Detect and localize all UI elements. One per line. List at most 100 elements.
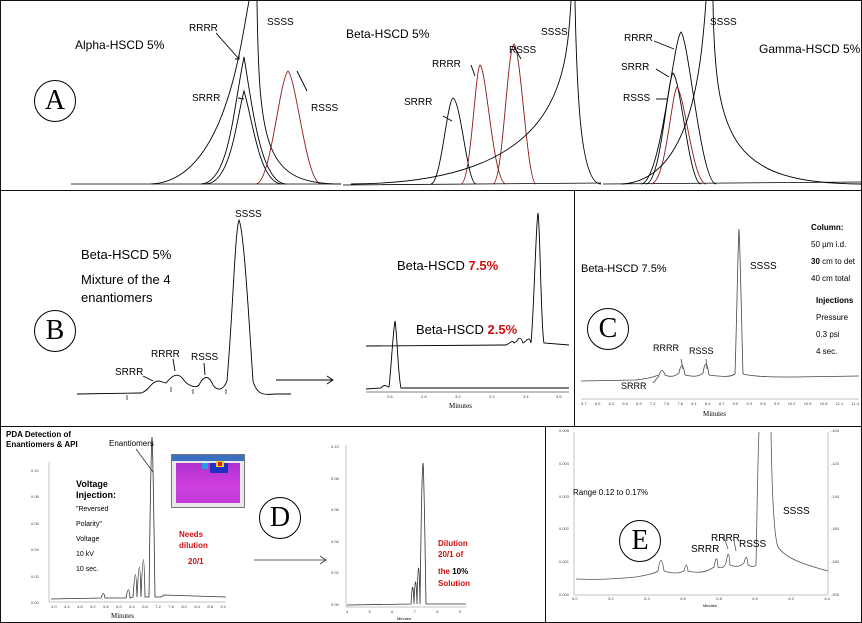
e-x-tick: 6.4 (824, 596, 830, 601)
gamma-ssss-trace (620, 1, 861, 185)
d-needs-line3: 20/1 (188, 557, 204, 566)
d-right-y-tick: 0.08 (331, 475, 339, 481)
panel-d-traces (48, 436, 466, 608)
d-reversed-line1: "Reversed (76, 506, 109, 513)
panel-c-letter: C (587, 308, 629, 350)
b-x-axis-label: Minutes (449, 402, 472, 410)
e-x-tick: 6.0 (752, 596, 758, 601)
e-left-y-tick: 0.004 (559, 460, 570, 466)
d-right-y-tick: 0.10 (331, 444, 339, 449)
beta5-title: Beta-HSCD 5% (81, 247, 172, 262)
beta-ssss-label: SSSS (541, 27, 568, 38)
inset-bottom-title: Beta-HSCD 2.5% (416, 322, 518, 337)
gamma-title: Gamma-HSCD 5% (759, 42, 861, 56)
d-left-x-tick: 4.0 (51, 604, 57, 609)
d-right-y-tick: 0.04 (331, 538, 339, 544)
panel-a: Alpha-HSCD 5% Beta-HSCD 5% Gamma-HSCD 5%… (0, 0, 862, 191)
pda-spectrum-image (171, 454, 245, 508)
c-x-tick: 5.7 (581, 401, 587, 406)
d-left-y-tick: 0.02 (31, 573, 39, 579)
b-x-tick: 3.4 (523, 394, 529, 399)
d-dilution-line2: 20/1 of (438, 550, 464, 559)
d-left-x-tick: 6.4 (129, 604, 135, 609)
c-x-ticks: 5.7 6.0 6.3 6.6 6.9 7.2 7.5 7.8 8.1 8.4 8.7 9.0 9.3 9… (581, 402, 859, 408)
panel-e-letter: E (619, 520, 661, 562)
c-column-line3: 40 cm total (811, 274, 851, 283)
alpha-title: Alpha-HSCD 5% (75, 38, 165, 52)
e-x-tick: 5.2 (608, 596, 614, 601)
d-left-trace (50, 436, 227, 600)
c-x-tick: 9.6 (760, 401, 766, 406)
e-range-text: Range 0.12 to 0.17% (573, 488, 649, 497)
d-needs-line1: Needs (179, 530, 204, 539)
d-left-y-tick: 0.04 (31, 547, 39, 553)
e-ssss-label: SSSS (783, 506, 810, 517)
d-right-x-axis-label: Minutes (397, 616, 412, 621)
beta5-rrrr-label: RRRR (151, 349, 180, 360)
d-left-x-tick: 8.0 (181, 604, 187, 609)
d-dilution-line4: Solution (438, 579, 470, 588)
panel-b: Beta-HSCD 5% Mixture of the 4 enantiomer… (0, 190, 575, 427)
c-x-tick: 9.0 (732, 401, 739, 406)
e-right-y-tick: -180 (831, 559, 840, 565)
c-injections-line1: Pressure (816, 313, 849, 322)
alpha-rrrr-trace (200, 56, 287, 185)
e-rrrr-label: RRRR (711, 533, 740, 544)
beta-srrr-label: SRRR (404, 97, 433, 108)
c-column-line2: 30 cm to det (811, 257, 856, 266)
c-srrr-label: SRRR (621, 381, 647, 391)
d-dilution-line1: Dilution (438, 539, 468, 548)
e-left-y-tick: 0.002 (559, 526, 570, 532)
c-x-tick: 7.5 (663, 401, 670, 406)
e-left-y-tick: 0.000 (559, 591, 570, 597)
c-x-tick: 6.6 (622, 401, 628, 406)
c-x-tick: 6.9 (636, 401, 642, 406)
d-reversed-line2: Polarity" (76, 521, 102, 528)
e-trace (575, 431, 829, 580)
c-x-tick: 10.2 (787, 401, 796, 406)
beta-rsss-label: RSSS (509, 45, 537, 56)
e-right-y-tick: -200 (831, 591, 840, 597)
panel-c-traces (580, 228, 860, 400)
gamma-rsss-label: RSSS (623, 93, 651, 104)
c-x-axis-label: Minutes (703, 410, 726, 418)
d-left-x-tick: 6.8 (142, 604, 148, 609)
e-x-tick: 5.0 (572, 596, 578, 601)
d-right-y-tick: 0.00 (331, 601, 339, 607)
e-x-tick: 6.2 (788, 596, 794, 601)
d-left-x-tick: 8.8 (207, 604, 213, 609)
inset-bottom-conc: 2.5% (487, 322, 518, 337)
panel-e-traces (573, 431, 829, 596)
c-x-tick: 11.1 (835, 401, 844, 406)
b-x-tick: 2.8 (421, 394, 427, 399)
panel-a-letter: A (34, 80, 76, 122)
d-needs-line2: dilution (179, 541, 208, 550)
beta-ssss-trace (350, 1, 602, 185)
alpha-ssss-trace (150, 1, 342, 185)
gamma-srrr-trace (645, 72, 702, 185)
c-x-tick: 10.8 (819, 401, 828, 406)
c-x-tick: 8.1 (691, 401, 697, 406)
e-x-ticks: 5.0 5.2 5.4 5.6 5.8 6.0 6.2 6.4 (572, 597, 830, 603)
d-left-y-ticks: 0.10 0.08 0.06 0.04 0.02 0.00 (31, 469, 47, 605)
c-title: Beta-HSCD 7.5% (581, 263, 667, 275)
c-injections-line3: 4 sec. (816, 347, 838, 356)
d-time-value: 10 sec. (76, 566, 99, 573)
gamma-rsss-trace (650, 86, 707, 185)
d-left-x-tick: 7.2 (155, 604, 161, 609)
e-right-y-tick: -120 (831, 460, 840, 466)
beta75-trace (580, 228, 860, 382)
d-left-x-tick: 6.0 (116, 604, 122, 609)
c-x-tick: 8.7 (718, 401, 725, 406)
alpha-srrr-trace (205, 89, 282, 185)
beta5-srrr-label: SRRR (115, 367, 144, 378)
d-right-x-tick: 9 (458, 609, 461, 614)
d-left-y-tick: 0.10 (31, 468, 39, 473)
c-x-tick: 10.5 (803, 401, 812, 406)
d-right-y-ticks: 0.10 0.08 0.06 0.04 0.02 0.00 (331, 445, 344, 607)
d-right-x-tick: 5 (368, 609, 371, 614)
c-injections-line2: 0.3 psi (816, 330, 840, 339)
e-rsss-label: RSSS (739, 539, 767, 550)
alpha-srrr-label: SRRR (192, 93, 221, 104)
beta5-rsss-label: RSSS (191, 352, 219, 363)
